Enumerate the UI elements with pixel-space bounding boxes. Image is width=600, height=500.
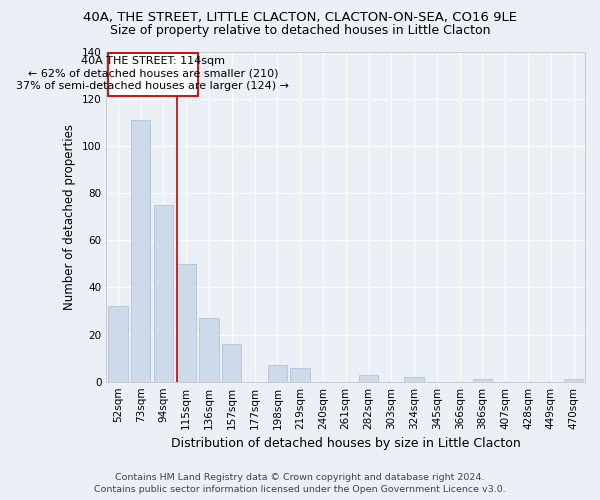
Bar: [199, 318, 218, 382]
X-axis label: Distribution of detached houses by size in Little Clacton: Distribution of detached houses by size …: [171, 437, 521, 450]
Bar: [154, 205, 173, 382]
Bar: [131, 120, 151, 382]
Text: 40A, THE STREET, LITTLE CLACTON, CLACTON-ON-SEA, CO16 9LE: 40A, THE STREET, LITTLE CLACTON, CLACTON…: [83, 11, 517, 24]
Text: ← 62% of detached houses are smaller (210): ← 62% of detached houses are smaller (21…: [28, 68, 278, 78]
Text: 40A THE STREET: 114sqm: 40A THE STREET: 114sqm: [81, 56, 225, 66]
Bar: [222, 344, 241, 382]
Bar: [176, 264, 196, 382]
Text: 37% of semi-detached houses are larger (124) →: 37% of semi-detached houses are larger (…: [16, 82, 289, 92]
Bar: [290, 368, 310, 382]
Bar: [107, 52, 198, 96]
Bar: [268, 365, 287, 382]
Bar: [108, 306, 128, 382]
Bar: [404, 377, 424, 382]
Text: Contains HM Land Registry data © Crown copyright and database right 2024.
Contai: Contains HM Land Registry data © Crown c…: [94, 472, 506, 494]
Bar: [473, 380, 492, 382]
Y-axis label: Number of detached properties: Number of detached properties: [63, 124, 76, 310]
Bar: [359, 374, 378, 382]
Text: Size of property relative to detached houses in Little Clacton: Size of property relative to detached ho…: [110, 24, 490, 37]
Bar: [564, 380, 583, 382]
